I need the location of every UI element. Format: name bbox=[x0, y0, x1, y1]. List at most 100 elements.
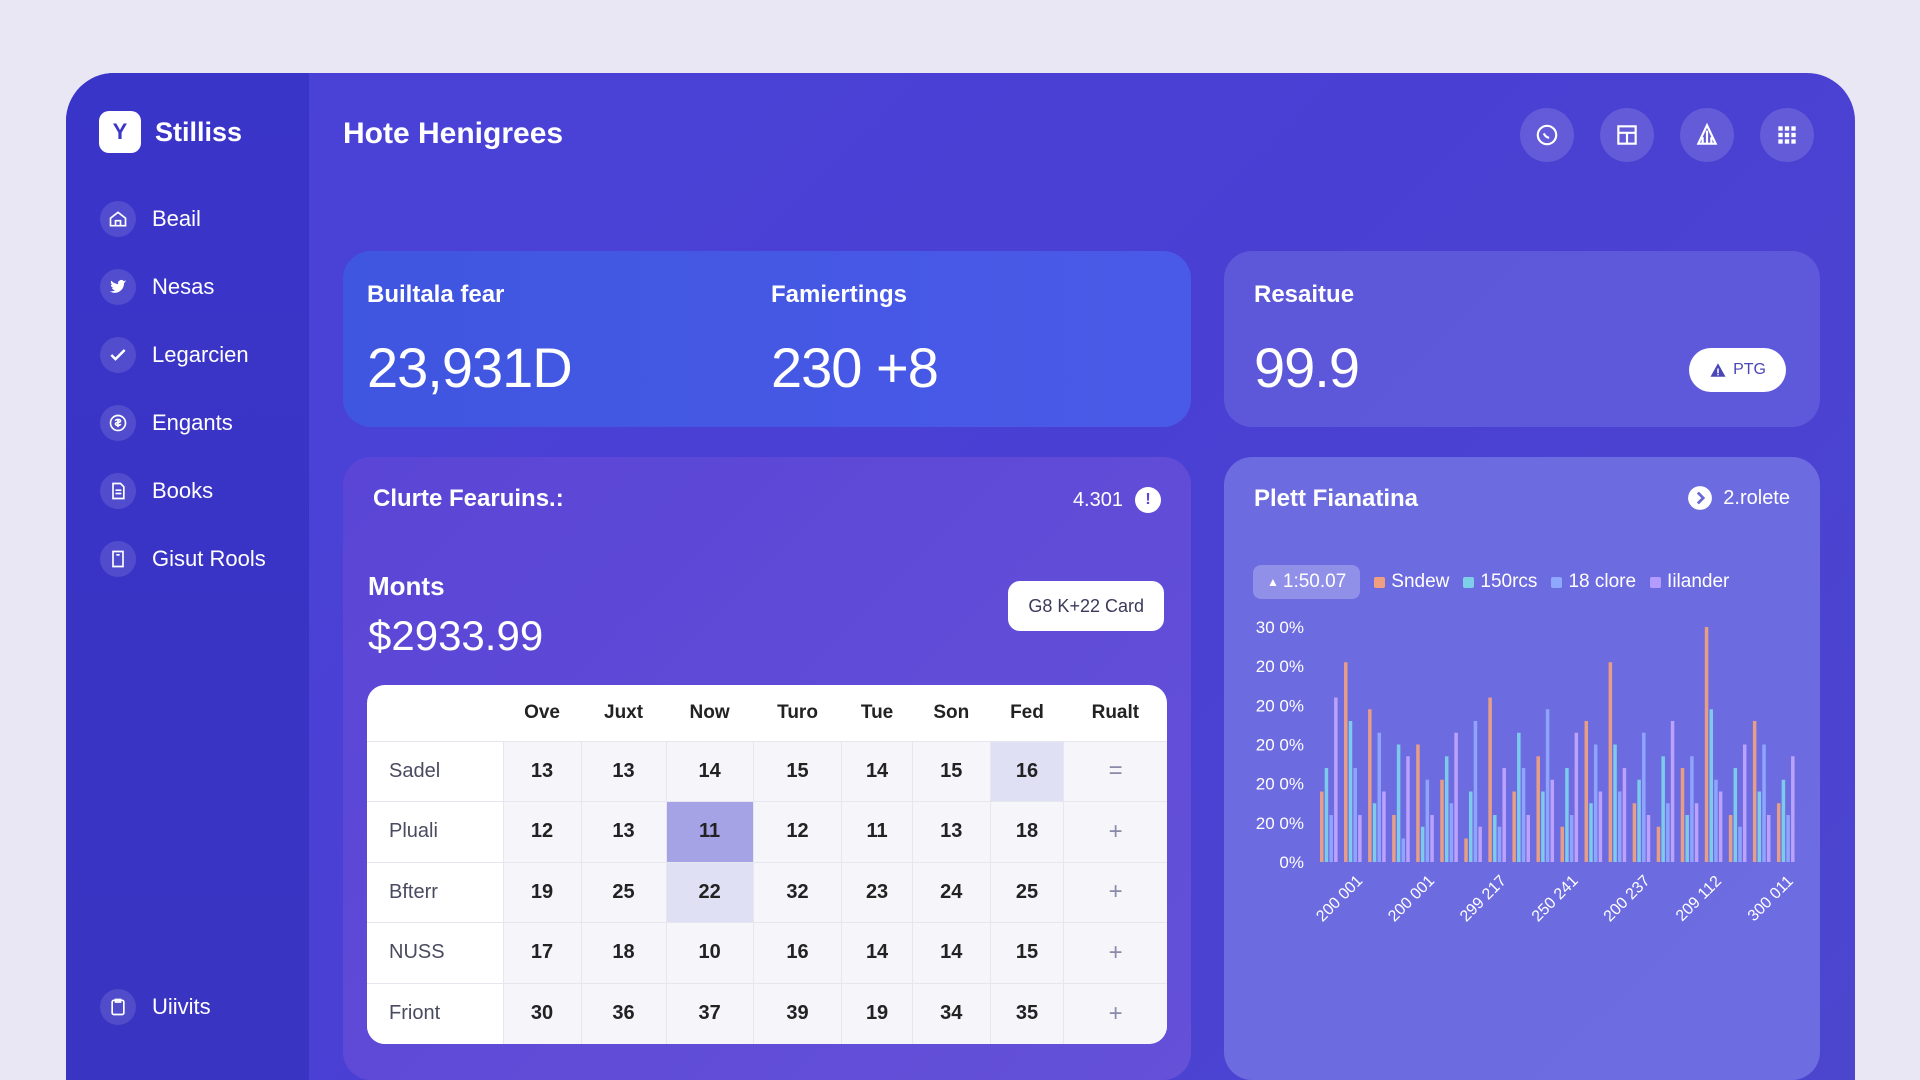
column-header[interactable]: Juxt bbox=[604, 701, 644, 723]
row-label: Friont bbox=[367, 982, 503, 1044]
chart-bar bbox=[1497, 826, 1502, 862]
layout-button[interactable] bbox=[1600, 108, 1654, 162]
table-cell: 25 bbox=[580, 861, 667, 923]
sidebar-item-label: Legarcien bbox=[152, 342, 249, 367]
header-actions bbox=[1520, 108, 1840, 162]
chart-bar bbox=[1574, 732, 1579, 862]
ptg-button[interactable]: PTG bbox=[1689, 348, 1786, 392]
legend-item[interactable]: 150rcs bbox=[1463, 571, 1537, 593]
row-label: Bfterr bbox=[367, 861, 503, 923]
chart-button[interactable] bbox=[1680, 108, 1734, 162]
x-tick-label: 200 001 bbox=[1313, 872, 1366, 925]
table-cell: 37 bbox=[665, 982, 754, 1044]
legend-item[interactable]: 18 clore bbox=[1551, 571, 1636, 593]
count-value: 4.301 bbox=[1072, 488, 1123, 511]
chart-bar bbox=[1613, 744, 1617, 862]
sidebar-item-books[interactable]: Books bbox=[100, 457, 266, 525]
column-header[interactable]: Rualt bbox=[1091, 701, 1140, 723]
table-cell: 13 bbox=[580, 740, 667, 802]
features-count: 4.301 ! bbox=[1073, 487, 1161, 513]
sidebar-item-beail[interactable]: Beail bbox=[100, 185, 266, 253]
chart-bar bbox=[1488, 697, 1492, 862]
chat-button[interactable] bbox=[1520, 108, 1574, 162]
chart-bar bbox=[1372, 803, 1377, 862]
sidebar-item-gisut-rools[interactable]: Gisut Rools bbox=[100, 525, 266, 593]
chart-bar bbox=[1324, 768, 1329, 862]
chart-bar bbox=[1589, 803, 1593, 862]
legend-chip-label: 1:50.07 bbox=[1282, 571, 1347, 592]
chart-bar bbox=[1560, 826, 1564, 862]
chart-bar bbox=[1416, 744, 1420, 862]
row-action-button[interactable]: + bbox=[1063, 801, 1167, 862]
home-icon bbox=[100, 201, 136, 237]
document-icon bbox=[100, 473, 136, 509]
table-cell: 10 bbox=[665, 922, 754, 983]
table-cell: 18 bbox=[580, 922, 667, 983]
chart-bar bbox=[1329, 815, 1333, 862]
plot-link[interactable]: 2.rolete bbox=[1687, 485, 1790, 511]
table-cell: 34 bbox=[911, 982, 991, 1044]
chart-bar bbox=[1493, 815, 1497, 862]
x-tick-label: 200 001 bbox=[1385, 872, 1438, 925]
y-tick-label: 20 0% bbox=[1256, 814, 1304, 833]
table-cell: 11 bbox=[841, 801, 913, 862]
table-cell: 12 bbox=[502, 801, 582, 862]
legend-item[interactable]: Iilander bbox=[1650, 571, 1729, 593]
info-icon[interactable]: ! bbox=[1135, 487, 1161, 513]
chart-bar bbox=[1368, 709, 1372, 862]
chart-bar bbox=[1776, 803, 1781, 862]
legend-item[interactable]: Sndew bbox=[1374, 571, 1449, 593]
mon-value: $2933.99 bbox=[368, 612, 544, 659]
chart-bar bbox=[1536, 756, 1540, 862]
chart-bar bbox=[1685, 815, 1689, 862]
row-action-button[interactable]: + bbox=[1063, 982, 1167, 1044]
sidebar-item-uiivits[interactable]: Uiivits bbox=[100, 973, 211, 1041]
row-action-button[interactable]: + bbox=[1063, 922, 1167, 983]
sidebar-item-legarcien[interactable]: Legarcien bbox=[100, 321, 266, 389]
row-action-button[interactable]: + bbox=[1063, 861, 1167, 923]
stats-card: Builtala fear 23,931D Famiertings 230 +8 bbox=[343, 251, 1191, 427]
sidebar-nav: Beail Nesas Legarcien Engants bbox=[100, 185, 266, 593]
chart-bar bbox=[1569, 815, 1574, 862]
chart-bar bbox=[1642, 732, 1646, 862]
table-cell: 18 bbox=[989, 801, 1064, 862]
sidebar-item-engants[interactable]: Engants bbox=[100, 389, 266, 457]
sidebar-item-label: Uiivits bbox=[152, 994, 211, 1019]
chart-bar bbox=[1661, 756, 1665, 862]
legend-chip[interactable]: ▲ 1:50.07 bbox=[1253, 565, 1361, 599]
chart-bar bbox=[1637, 779, 1641, 862]
table-row: Bfterr 19 25 22 32 23 24 25 + bbox=[367, 861, 1167, 923]
page-title: Hote Henigrees bbox=[343, 117, 564, 150]
sidebar-item-nesas[interactable]: Nesas bbox=[100, 253, 266, 321]
chart-bar bbox=[1454, 732, 1458, 862]
legend-swatch bbox=[1650, 576, 1662, 588]
stat-label: Famiertings bbox=[771, 281, 908, 308]
row-action-button[interactable]: = bbox=[1063, 740, 1167, 802]
table-cell: 36 bbox=[580, 982, 667, 1044]
sidebar-item-label: Engants bbox=[152, 410, 233, 435]
chart-bar bbox=[1425, 779, 1430, 862]
table-cell: 17 bbox=[502, 922, 582, 983]
column-header[interactable]: Ove bbox=[524, 701, 560, 723]
chart-bar bbox=[1593, 744, 1598, 862]
table-cell: 14 bbox=[841, 740, 913, 802]
column-header[interactable]: Tue bbox=[860, 701, 894, 723]
card-button[interactable]: G8 K+22 Card bbox=[1008, 581, 1164, 631]
column-header[interactable]: Fed bbox=[1010, 701, 1044, 723]
stat-value: 230 +8 bbox=[771, 336, 939, 399]
coin-icon bbox=[100, 405, 136, 441]
column-header[interactable]: Now bbox=[689, 701, 730, 723]
chart-bar bbox=[1469, 791, 1473, 862]
bar-chart: 30 0% 20 0% 20 0% 20 0% 20 0% 20 0% 0% 200 001 2… bbox=[1256, 618, 1797, 925]
column-header[interactable]: Turo bbox=[777, 701, 818, 723]
chart-bar bbox=[1786, 815, 1790, 862]
y-tick-label: 20 0% bbox=[1256, 775, 1304, 794]
brand[interactable]: Y Stilliss bbox=[99, 111, 242, 153]
chart-bar bbox=[1478, 826, 1482, 862]
chart-bar bbox=[1728, 815, 1733, 862]
chart-bar bbox=[1377, 732, 1381, 862]
features-title: Clurte Fearuins.: bbox=[373, 485, 564, 512]
door-icon bbox=[100, 541, 136, 577]
column-header[interactable]: Son bbox=[933, 701, 970, 723]
apps-button[interactable] bbox=[1760, 108, 1814, 162]
